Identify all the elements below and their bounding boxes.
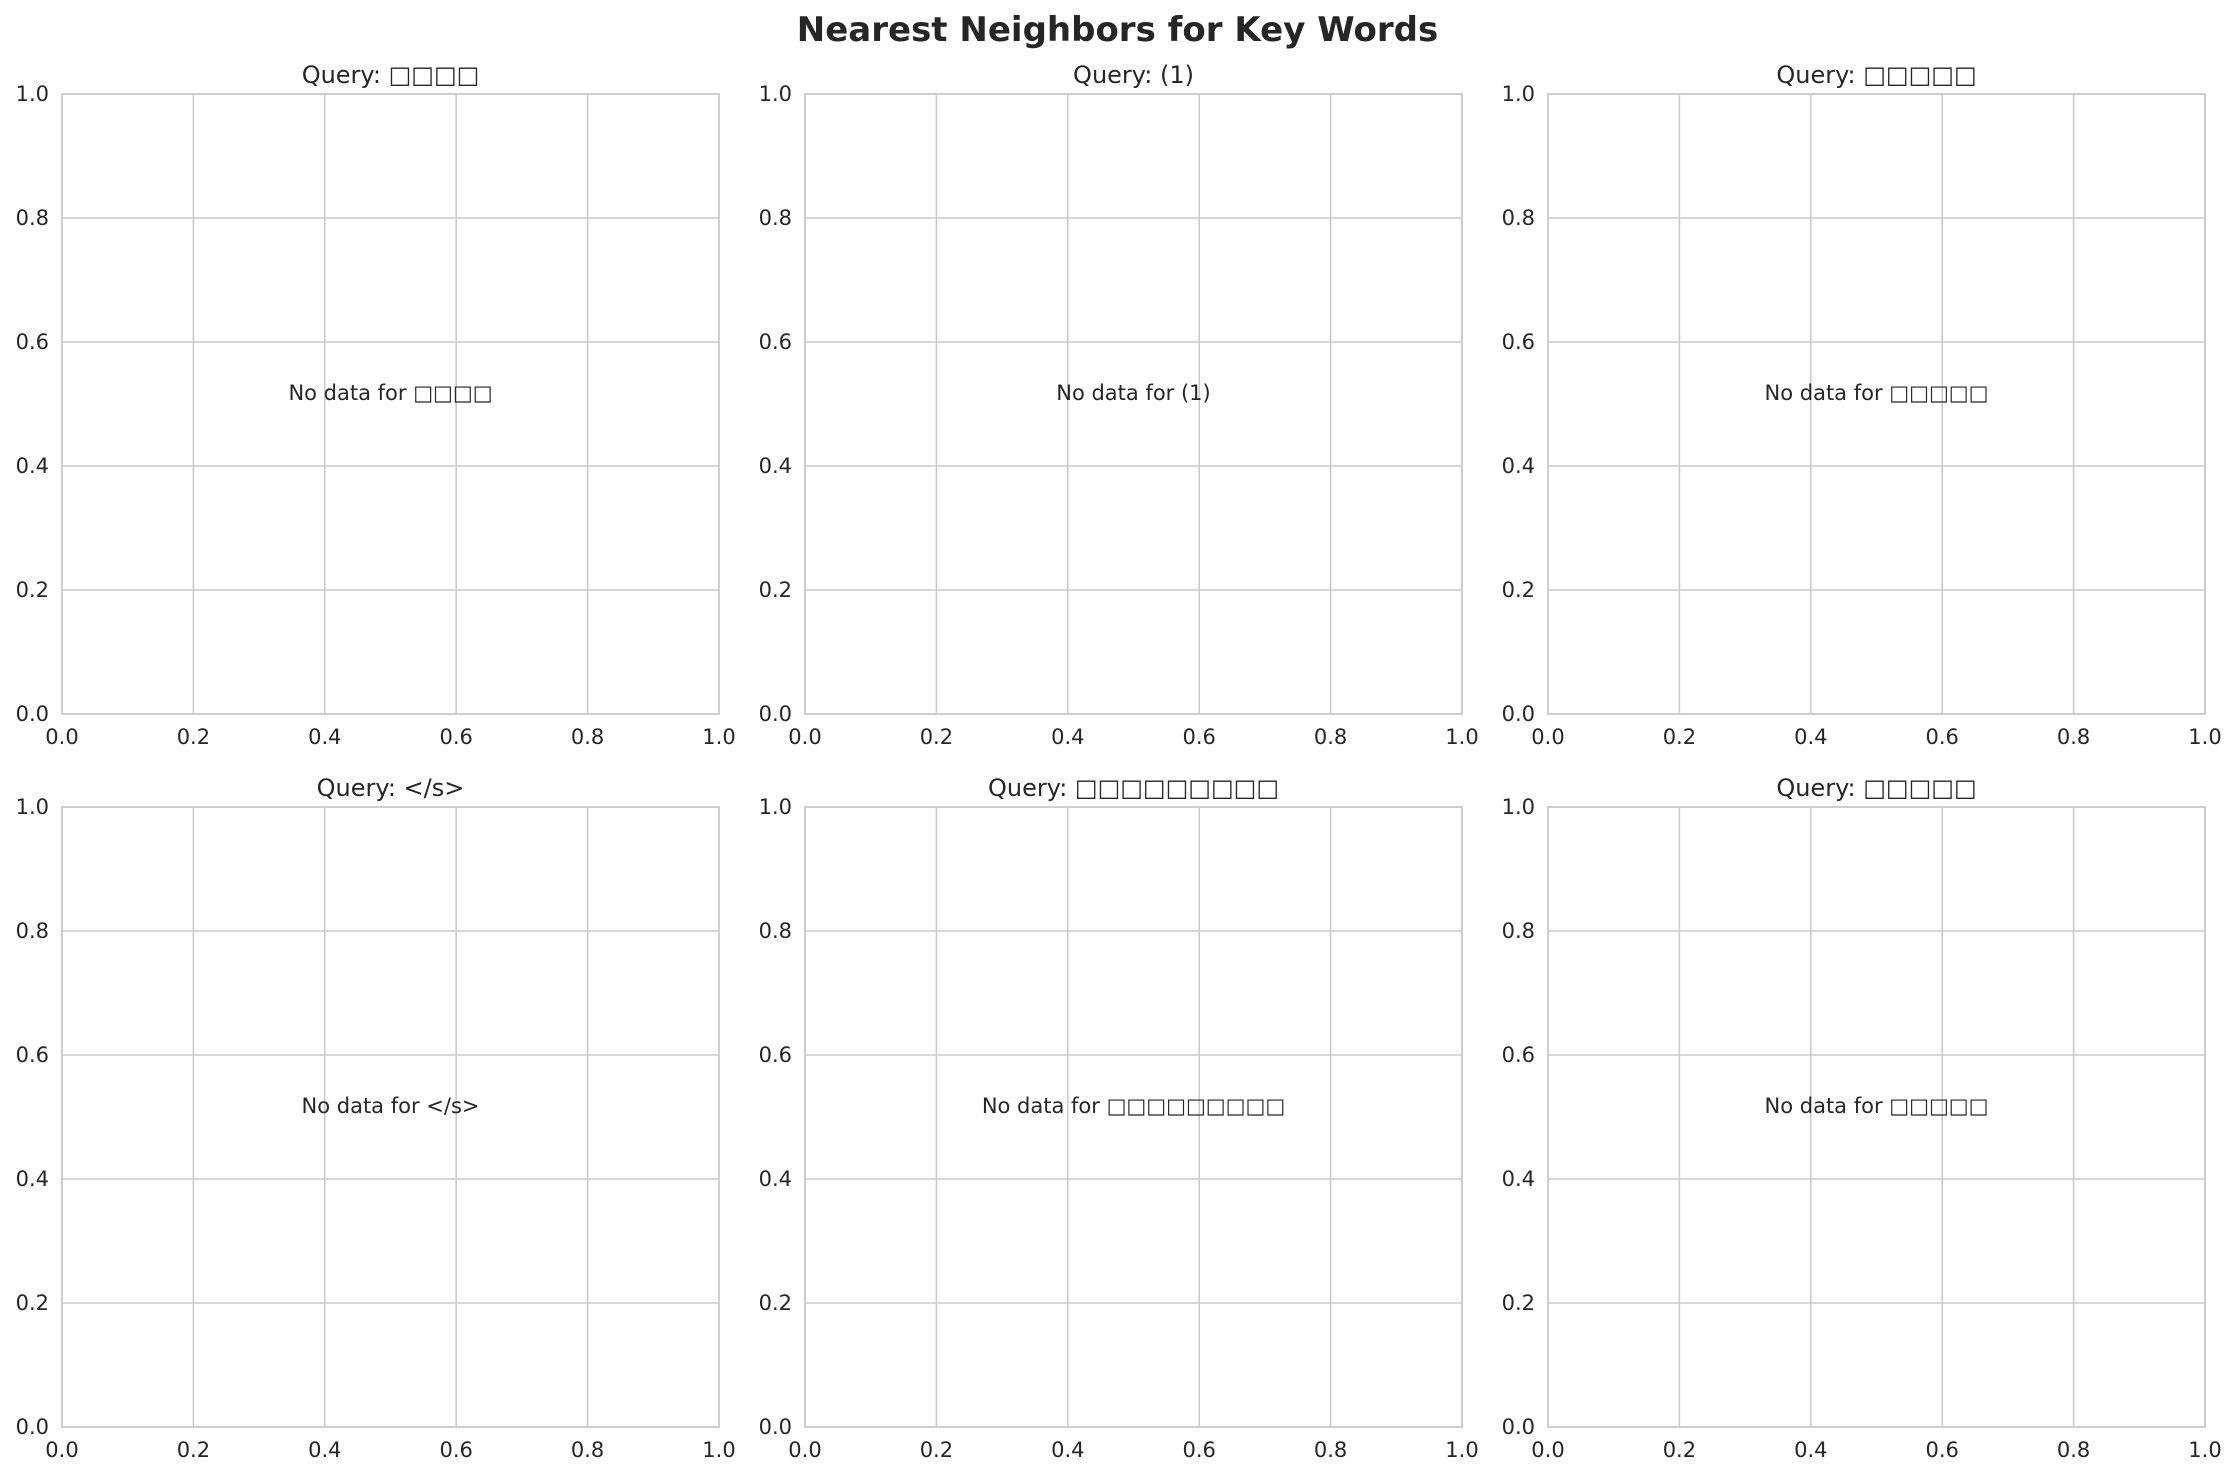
y-tick-label: 0.6 <box>16 330 49 354</box>
no-data-annotation: No data for □□□□ <box>288 381 492 405</box>
y-tick-label: 0.4 <box>759 454 792 478</box>
x-tick-label: 0.4 <box>1794 1438 1827 1462</box>
plot-frame <box>804 806 1463 1428</box>
x-tick-label: 0.2 <box>920 1438 953 1462</box>
subplot-title: Query: □□□□□□□□□ <box>988 774 1279 802</box>
x-tick-label: 0.6 <box>439 725 472 749</box>
y-tick-label: 0.0 <box>1502 1415 1535 1439</box>
y-tick-label: 0.8 <box>759 206 792 230</box>
x-tick-label: 1.0 <box>2188 725 2221 749</box>
y-tick-label: 0.0 <box>759 1415 792 1439</box>
x-tick-label: 0.2 <box>1663 1438 1696 1462</box>
x-tick-label: 0.2 <box>1663 725 1696 749</box>
subplot-title: Query: (1) <box>1073 61 1194 89</box>
no-data-annotation: No data for </s> <box>302 1094 480 1118</box>
x-tick-label: 1.0 <box>2188 1438 2221 1462</box>
y-tick-label: 0.8 <box>16 206 49 230</box>
subplot-5: Query: □□□□□□□□□ 0.0 0.2 0.4 0.6 0.8 1.0 0.0 0.2… <box>759 774 1479 1462</box>
no-data-annotation: No data for □□□□□ <box>1765 381 1989 405</box>
y-tick-label: 0.2 <box>1502 1291 1535 1315</box>
x-tick-label: 0.8 <box>2057 725 2090 749</box>
x-tick-label: 0.6 <box>439 1438 472 1462</box>
x-tick-label: 0.4 <box>1051 725 1084 749</box>
y-tick-label: 0.2 <box>1502 578 1535 602</box>
x-tick-label: 0.0 <box>45 725 78 749</box>
x-tick-label: 0.6 <box>1182 725 1215 749</box>
plot-frame <box>1547 93 2206 715</box>
x-tick-label: 0.2 <box>177 1438 210 1462</box>
y-tick-label: 0.4 <box>1502 454 1535 478</box>
x-tick-label: 0.4 <box>1051 1438 1084 1462</box>
subplot-title: Query: □□□□ <box>302 61 480 89</box>
y-tick-label: 1.0 <box>16 82 49 106</box>
y-tick-label: 0.8 <box>16 919 49 943</box>
x-tick-label: 0.0 <box>788 725 821 749</box>
no-data-annotation: No data for (1) <box>1056 381 1211 405</box>
y-tick-label: 0.6 <box>759 330 792 354</box>
x-tick-label: 1.0 <box>1445 1438 1478 1462</box>
x-tick-label: 0.0 <box>788 1438 821 1462</box>
x-tick-label: 0.8 <box>1314 725 1347 749</box>
subplot-2: Query: (1) 0.0 0.2 0.4 0.6 0.8 1.0 0.0 0.2 0.4 0.6… <box>759 61 1479 749</box>
subplot-3: Query: □□□□□ 0.0 0.2 0.4 0.6 0.8 1.0 0.0 0.2 0.4 0… <box>1502 61 2222 749</box>
y-tick-label: 0.4 <box>16 454 49 478</box>
y-tick-label: 0.6 <box>1502 330 1535 354</box>
subplot-title: Query: □□□□□ <box>1776 61 1976 89</box>
y-tick-label: 0.0 <box>16 702 49 726</box>
y-tick-label: 0.2 <box>16 1291 49 1315</box>
y-tick-label: 0.2 <box>759 1291 792 1315</box>
subplot-6: Query: □□□□□ 0.0 0.2 0.4 0.6 0.8 1.0 0.0 0.2 0.4 0… <box>1502 774 2222 1462</box>
plot-frame <box>61 806 720 1428</box>
x-tick-label: 0.2 <box>920 725 953 749</box>
x-tick-label: 0.6 <box>1925 1438 1958 1462</box>
subplot-4: Query: </s> 0.0 0.2 0.4 0.6 0.8 1.0 0.0 0.2 0.4 0.… <box>16 774 736 1462</box>
y-tick-label: 0.6 <box>759 1043 792 1067</box>
x-tick-label: 0.2 <box>177 725 210 749</box>
x-tick-label: 1.0 <box>702 1438 735 1462</box>
y-tick-label: 0.0 <box>1502 702 1535 726</box>
plot-frame <box>1547 806 2206 1428</box>
x-tick-label: 0.0 <box>45 1438 78 1462</box>
x-tick-label: 0.4 <box>1794 725 1827 749</box>
x-tick-label: 0.4 <box>308 1438 341 1462</box>
y-tick-label: 0.2 <box>759 578 792 602</box>
y-tick-label: 0.6 <box>1502 1043 1535 1067</box>
x-tick-label: 0.8 <box>1314 1438 1347 1462</box>
no-data-annotation: No data for □□□□□□□□□ <box>982 1094 1285 1118</box>
y-tick-label: 1.0 <box>16 795 49 819</box>
y-tick-label: 0.8 <box>1502 206 1535 230</box>
y-tick-label: 1.0 <box>759 82 792 106</box>
y-tick-label: 0.4 <box>759 1167 792 1191</box>
y-tick-label: 0.2 <box>16 578 49 602</box>
subplot-1: Query: □□□□ 0.0 0.2 0.4 0.6 0.8 1.0 0.0 0.2 0.4 0.… <box>16 61 736 749</box>
x-tick-label: 1.0 <box>702 725 735 749</box>
x-tick-label: 0.6 <box>1925 725 1958 749</box>
x-tick-label: 0.8 <box>571 725 604 749</box>
y-tick-label: 0.4 <box>16 1167 49 1191</box>
y-tick-label: 0.8 <box>759 919 792 943</box>
figure-title: Nearest Neighbors for Key Words <box>796 10 1439 50</box>
y-tick-label: 1.0 <box>1502 795 1535 819</box>
plot-frame <box>61 93 720 715</box>
y-tick-label: 0.0 <box>16 1415 49 1439</box>
x-tick-label: 0.4 <box>308 725 341 749</box>
x-tick-label: 1.0 <box>1445 725 1478 749</box>
x-tick-label: 0.0 <box>1531 1438 1564 1462</box>
x-tick-label: 0.8 <box>2057 1438 2090 1462</box>
subplot-title: Query: □□□□□ <box>1776 774 1976 802</box>
y-tick-label: 0.6 <box>16 1043 49 1067</box>
plot-frame <box>804 93 1463 715</box>
no-data-annotation: No data for □□□□□ <box>1765 1094 1989 1118</box>
subplot-title: Query: </s> <box>317 774 465 802</box>
y-tick-label: 1.0 <box>1502 82 1535 106</box>
x-tick-label: 0.0 <box>1531 725 1564 749</box>
y-tick-label: 0.0 <box>759 702 792 726</box>
y-tick-label: 0.8 <box>1502 919 1535 943</box>
y-tick-label: 0.4 <box>1502 1167 1535 1191</box>
y-tick-label: 1.0 <box>759 795 792 819</box>
x-tick-label: 0.6 <box>1182 1438 1215 1462</box>
x-tick-label: 0.8 <box>571 1438 604 1462</box>
